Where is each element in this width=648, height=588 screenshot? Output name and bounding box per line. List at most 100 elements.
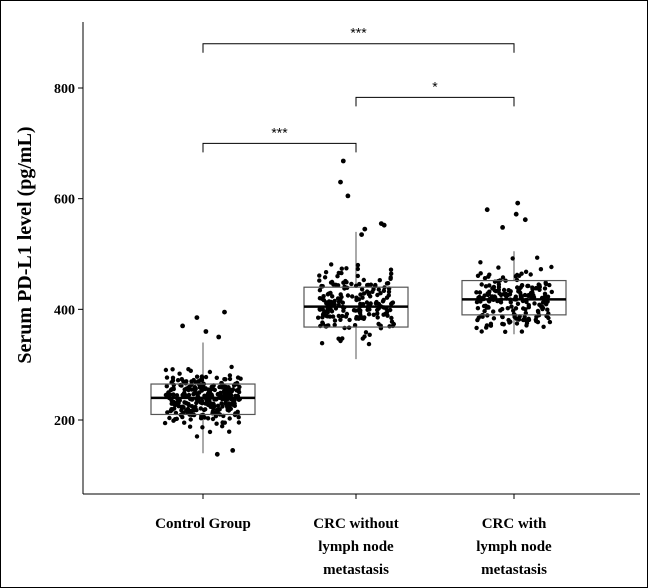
data-point: [330, 294, 335, 299]
data-point: [215, 403, 221, 408]
data-point: [341, 280, 346, 285]
data-point: [186, 387, 191, 392]
outlier-point: [362, 226, 368, 232]
data-point: [210, 416, 216, 422]
significance-label: ***: [271, 124, 288, 140]
data-point: [323, 324, 328, 329]
data-point: [332, 322, 337, 328]
significance-bracket: [202, 43, 515, 53]
data-point: [325, 292, 331, 297]
data-point: [546, 315, 551, 321]
data-point: [517, 273, 522, 278]
data-point: [198, 406, 203, 411]
data-point: [368, 301, 373, 306]
data-point: [360, 336, 365, 341]
data-point: [391, 321, 396, 327]
data-point: [509, 304, 514, 309]
data-point: [482, 308, 487, 314]
outlier-point: [381, 222, 387, 228]
data-point: [229, 364, 234, 370]
data-point: [475, 306, 481, 311]
y-tick-label: 600: [54, 193, 75, 208]
data-point: [222, 420, 227, 425]
y-tick-label: 400: [54, 303, 75, 318]
data-point: [317, 273, 322, 278]
data-point: [211, 406, 216, 411]
data-point: [377, 278, 382, 283]
data-point: [236, 420, 242, 425]
data-point: [189, 382, 194, 387]
x-tick-label: metastasis: [323, 562, 389, 578]
data-point: [227, 373, 233, 378]
data-point: [513, 274, 518, 279]
outlier-point: [522, 217, 528, 223]
data-point: [184, 379, 189, 384]
data-point: [336, 299, 342, 304]
data-point: [235, 409, 240, 414]
data-point: [164, 384, 169, 389]
data-point: [169, 407, 174, 412]
data-point: [505, 306, 510, 311]
data-point: [547, 282, 552, 288]
data-point: [209, 401, 214, 406]
data-point: [227, 429, 232, 434]
data-point: [474, 290, 479, 295]
data-point: [527, 293, 532, 298]
data-point: [538, 267, 544, 272]
data-point: [475, 273, 481, 278]
data-point: [359, 287, 365, 292]
data-point: [172, 401, 177, 406]
data-point: [385, 281, 391, 286]
data-point: [189, 387, 195, 392]
data-point: [526, 317, 532, 323]
significance-bracket: [355, 96, 515, 107]
data-point: [338, 292, 343, 297]
outlier-point: [484, 207, 490, 213]
data-point: [388, 307, 393, 313]
data-point: [320, 320, 325, 325]
data-point: [214, 421, 219, 426]
data-point: [519, 283, 525, 288]
data-point: [366, 341, 372, 347]
data-point: [366, 282, 371, 288]
data-point: [487, 283, 492, 288]
data-point: [380, 299, 386, 304]
data-point: [362, 315, 367, 320]
data-point: [526, 303, 531, 308]
data-point: [346, 325, 352, 330]
data-point: [500, 321, 505, 327]
data-point: [541, 324, 546, 329]
data-point: [508, 289, 513, 294]
data-point: [482, 276, 488, 281]
data-point: [386, 289, 392, 294]
x-tick-label: CRC without: [313, 516, 398, 532]
data-point: [540, 306, 545, 312]
data-point: [498, 292, 504, 298]
data-point: [173, 417, 178, 422]
data-point: [183, 401, 189, 406]
data-point: [201, 407, 207, 413]
data-point: [390, 300, 396, 305]
data-point: [213, 414, 219, 419]
data-point: [389, 271, 394, 276]
data-point: [528, 272, 533, 277]
data-point: [375, 311, 380, 316]
outlier-point: [214, 451, 220, 457]
data-point: [329, 262, 334, 267]
data-point: [236, 415, 241, 420]
data-point: [389, 315, 394, 321]
data-point: [222, 377, 227, 382]
data-point: [376, 287, 381, 292]
data-point: [217, 384, 222, 390]
data-point: [375, 315, 380, 320]
data-point: [336, 313, 341, 319]
box: [461, 279, 567, 316]
data-point: [170, 378, 176, 383]
data-point: [189, 379, 194, 384]
outlier-point: [500, 225, 505, 230]
data-point: [207, 429, 213, 435]
data-point: [545, 307, 550, 312]
y-axis-title: Serum PD-L1 level (pg/mL): [14, 126, 36, 363]
